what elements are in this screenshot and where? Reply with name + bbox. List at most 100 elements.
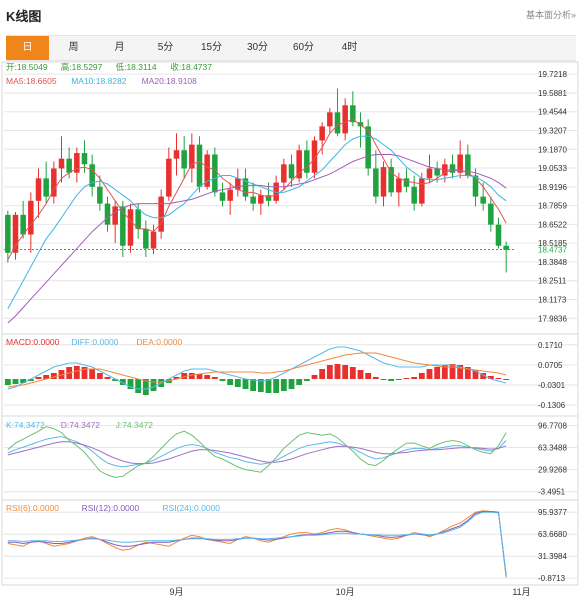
- candle-body-49: [380, 167, 387, 197]
- tab-4[interactable]: 5分: [157, 42, 174, 53]
- rsi12-line: [7, 511, 507, 577]
- candle-body-0: [5, 214, 11, 253]
- y-tick-0-7: 18.7859: [538, 202, 567, 211]
- macd-bar-19: [150, 379, 157, 391]
- macd-bar-45: [349, 367, 356, 379]
- candle-body-48: [373, 168, 379, 197]
- macd-bar-49: [380, 379, 387, 380]
- macd-bar-36: [280, 379, 287, 391]
- macd-bar-11: [89, 369, 96, 379]
- candle-body-46: [357, 122, 364, 127]
- candle-body-6: [51, 168, 57, 197]
- y-tick-0-5: 19.0533: [538, 164, 567, 173]
- candle-body-32: [250, 196, 256, 204]
- macd-bar-5: [43, 375, 50, 379]
- candle-body-56: [434, 168, 440, 176]
- candle-body-24: [189, 144, 195, 169]
- candle-body-44: [342, 105, 348, 134]
- macd-bar-14: [112, 379, 119, 381]
- candle-body-41: [319, 126, 325, 141]
- legend-item-ohlc-0: 开:18.5049: [6, 62, 48, 72]
- macd-bar-12: [96, 373, 103, 379]
- macd-bar-26: [204, 375, 211, 379]
- macd-bar-23: [181, 373, 188, 379]
- candle-body-28: [219, 192, 226, 201]
- macd-bar-60: [464, 367, 471, 379]
- candle-body-16: [127, 209, 134, 246]
- macd-bar-35: [273, 379, 280, 393]
- y-tick-3-1: 63.6680: [538, 530, 567, 539]
- legend-item-ma-0: MA5:18.6605: [6, 76, 57, 86]
- x-tick-2: 11月: [512, 587, 530, 597]
- fundamental-analysis-link[interactable]: 基本面分析»: [525, 10, 576, 20]
- candle-body-5: [43, 178, 49, 197]
- candle-body-3: [28, 200, 34, 235]
- candle-body-12: [97, 186, 103, 204]
- y-tick-0-9: 18.5185: [538, 239, 567, 248]
- y-tick-0-3: 19.3207: [538, 126, 567, 135]
- macd-bar-28: [219, 379, 226, 381]
- pane-border-3: [1, 499, 579, 586]
- macd-bar-27: [211, 377, 218, 379]
- y-tick-2-0: 96.7708: [538, 421, 567, 430]
- y-tick-1-0: 0.1710: [538, 341, 563, 350]
- y-tick-0-8: 18.6522: [538, 220, 567, 229]
- tab-3[interactable]: 月: [114, 42, 125, 53]
- candle-body-13: [104, 203, 111, 225]
- tab-5[interactable]: 15分: [200, 42, 223, 53]
- macd-bar-18: [142, 379, 149, 395]
- y-tick-0-4: 19.1870: [538, 145, 567, 154]
- legend-item-kdj-2: J:74.3472: [116, 420, 154, 430]
- candle-body-60: [465, 154, 471, 176]
- candle-body-52: [403, 178, 410, 187]
- macd-bar-47: [365, 373, 372, 379]
- macd-bar-2: [20, 379, 27, 383]
- candle-body-9: [74, 153, 80, 173]
- macd-bar-33: [257, 379, 264, 392]
- x-tick-1: 10月: [336, 587, 355, 597]
- pane-border-0: [1, 61, 579, 335]
- y-tick-0-6: 18.9196: [538, 183, 567, 192]
- macd-bar-43: [334, 364, 341, 379]
- last-price-label: 18.4737: [538, 245, 567, 254]
- macd-bar-46: [357, 370, 364, 379]
- y-tick-0-12: 18.1173: [538, 295, 567, 304]
- macd-bar-31: [242, 379, 249, 389]
- legend-item-rsi-1: RSI(12):0.0000: [82, 503, 140, 513]
- candle-body-18: [143, 228, 149, 249]
- chart-header: K线图 基本面分析»: [0, 0, 582, 28]
- candle-body-54: [419, 178, 425, 204]
- y-tick-2-3: -3.4951: [538, 488, 566, 497]
- candle-body-14: [112, 206, 118, 225]
- macd-bar-30: [234, 379, 241, 387]
- candle-body-45: [350, 105, 356, 123]
- candle-body-63: [488, 203, 494, 225]
- y-tick-0-1: 19.5881: [538, 89, 567, 98]
- y-tick-3-3: -0.8713: [538, 574, 566, 583]
- candle-body-31: [242, 178, 249, 197]
- candle-body-43: [334, 112, 341, 134]
- tab-8[interactable]: 4时: [341, 42, 358, 53]
- candle-body-27: [212, 154, 218, 193]
- macd-bar-64: [495, 378, 502, 379]
- candle-body-21: [166, 158, 172, 197]
- macd-bar-29: [227, 379, 234, 385]
- candle-body-38: [296, 150, 302, 179]
- tab-7[interactable]: 60分: [292, 42, 315, 53]
- rsi24-line: [7, 511, 507, 575]
- tab-2[interactable]: 周: [68, 42, 79, 53]
- macd-bar-32: [250, 379, 257, 391]
- macd-bar-61: [472, 370, 479, 379]
- candle-body-59: [457, 154, 463, 173]
- tab-1[interactable]: 日: [6, 36, 49, 60]
- candle-body-15: [120, 206, 126, 246]
- dea-line: [7, 352, 507, 388]
- tab-6[interactable]: 30分: [246, 42, 269, 53]
- candle-body-30: [235, 178, 241, 190]
- macd-bar-42: [326, 365, 333, 379]
- macd-bar-41: [319, 369, 326, 379]
- ma20-line: [7, 154, 507, 324]
- y-tick-0-13: 17.9836: [538, 314, 567, 323]
- macd-bar-16: [127, 379, 134, 389]
- macd-bar-6: [50, 373, 57, 379]
